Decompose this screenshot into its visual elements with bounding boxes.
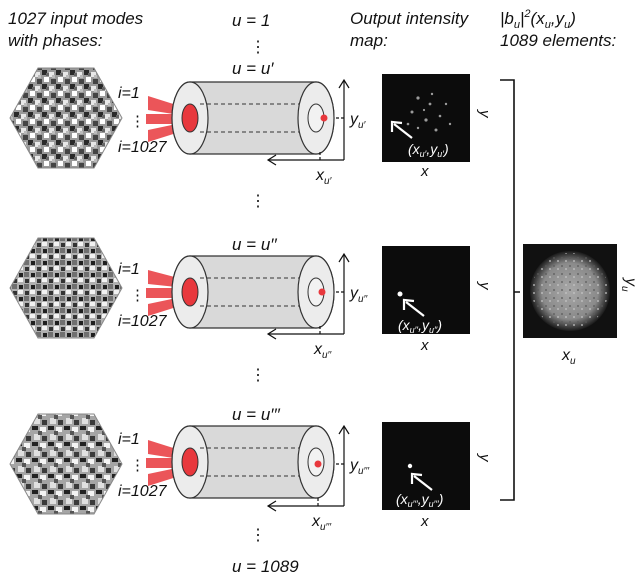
input-phase-hexagon [9, 413, 123, 515]
y-coordinate-label: yu′ [349, 111, 367, 131]
vdots-3: ⋮ [250, 367, 266, 384]
u-label-first: u = 1 [232, 11, 270, 30]
map-x-axis-label: x [420, 163, 429, 180]
row-u-prime: i=1 ⋮ i=1027 yu′ xu′ [9, 67, 493, 187]
input-phase-hexagon [9, 67, 123, 169]
result-intensity-map [523, 244, 617, 338]
x-coordinate-label: xu′′ [313, 341, 332, 361]
intensity-map: (xu′′′,yu′′′) [382, 422, 470, 510]
u-label-tprime: u = u′′′ [232, 405, 281, 424]
mode-index-dots: ⋮ [130, 113, 145, 130]
mode-index-last: i=1027 [118, 483, 168, 500]
result-x-label: xu [561, 347, 576, 367]
map-x-axis-label: x [420, 513, 429, 530]
y-coordinate-label: yu′′′ [349, 457, 370, 477]
result-count: 1089 elements: [500, 31, 617, 50]
mode-index-first: i=1 [118, 85, 140, 102]
mode-index-dots: ⋮ [130, 287, 145, 304]
output-axes [266, 78, 350, 166]
result-y-label: yu [619, 277, 637, 292]
result-formula: |bu|2(xu,yu) [500, 8, 576, 31]
map-x-axis-label: x [420, 337, 429, 354]
y-coordinate-label: yu′′ [349, 285, 368, 305]
fiber [171, 425, 335, 499]
x-coordinate-label: xu′ [315, 167, 333, 187]
intensity-map: (xu′′,yu′′) [382, 246, 470, 335]
mode-index-first: i=1 [118, 261, 140, 278]
peak-coordinate-label: (xu′′′,yu′′′) [396, 491, 443, 509]
vdots-2: ⋮ [250, 193, 266, 210]
row-u-triple-prime: i=1 ⋮ i=1027 yu′′′ xu′′′ [9, 413, 493, 533]
mode-index-dots: ⋮ [130, 457, 145, 474]
vdots-1: ⋮ [250, 39, 266, 56]
fiber [171, 81, 335, 155]
input-phase-hexagon [9, 237, 123, 339]
fiber [171, 255, 335, 329]
input-modes-title: 1027 input modes [8, 9, 144, 28]
map-y-axis-label: y [476, 281, 493, 291]
map-y-axis-label: y [476, 109, 493, 119]
peak-coordinate-label: (xu′′,yu′′) [398, 317, 442, 335]
intensity-map: (xu′,yu′) [382, 74, 470, 162]
map-y-axis-label: y [476, 453, 493, 463]
u-label-prime: u = u′ [232, 59, 274, 78]
output-axes [266, 252, 350, 340]
mode-index-last: i=1027 [118, 139, 168, 156]
output-axes [266, 424, 350, 512]
collection-bracket [500, 79, 520, 501]
output-map-subtitle: map: [350, 31, 388, 50]
x-coordinate-label: xu′′′ [311, 513, 332, 533]
mode-index-last: i=1027 [118, 313, 168, 330]
input-modes-subtitle: with phases: [8, 31, 103, 50]
mode-index-first: i=1 [118, 431, 140, 448]
vdots-4: ⋮ [250, 527, 266, 544]
peak-coordinate-label: (xu′,yu′) [408, 141, 449, 159]
u-label-last: u = 1089 [232, 557, 299, 576]
output-map-title: Output intensity [350, 9, 470, 28]
u-label-dprime: u = u′′ [232, 235, 277, 254]
row-u-double-prime: i=1 ⋮ i=1027 yu′′ xu′′ [9, 237, 493, 361]
